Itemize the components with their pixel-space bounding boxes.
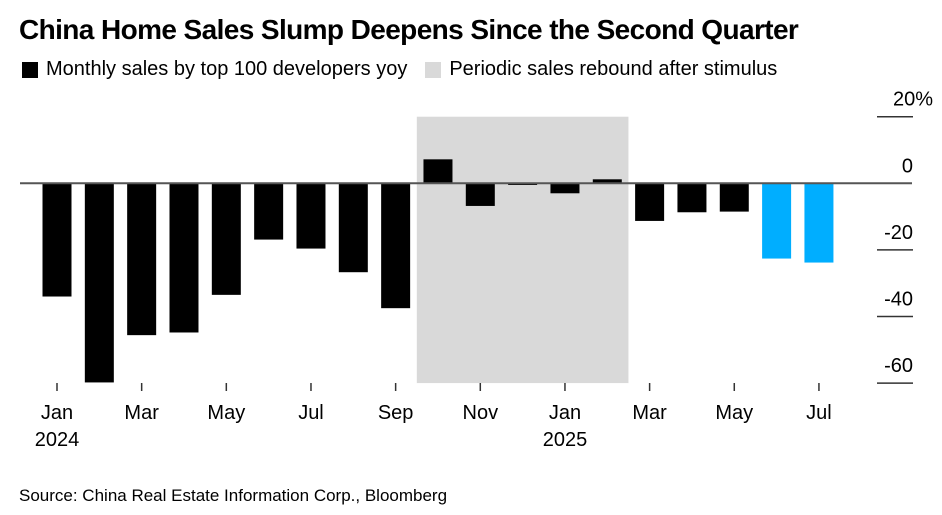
x-tick-label: Jan (549, 402, 581, 424)
legend-swatch-rebound (425, 61, 442, 78)
x-tick-label: Mar (124, 402, 159, 424)
bar-nov-2024 (465, 183, 495, 206)
bar-jan-2024 (42, 183, 72, 297)
bar-may-2024 (211, 183, 241, 295)
legend-swatch-sales (22, 61, 38, 78)
bar-sep-2024 (381, 183, 411, 309)
chart-title: China Home Sales Slump Deepens Since the… (19, 14, 799, 45)
bar-may-2025 (719, 183, 749, 212)
bar-jun-2025 (762, 183, 792, 259)
x-tick-label: Sep (378, 402, 414, 424)
y-tick-label: 20% (893, 89, 933, 111)
bar-apr-2025 (677, 183, 707, 213)
bar-jun-2024 (254, 183, 284, 240)
bar-aug-2024 (338, 183, 368, 273)
x-tick-year-label: 2024 (35, 429, 80, 451)
source-note: Source: China Real Estate Information Co… (19, 486, 448, 505)
bar-feb-2024 (84, 183, 114, 383)
legend-label-rebound: Periodic sales rebound after stimulus (449, 58, 778, 80)
x-tick-label: Mar (632, 402, 667, 424)
bar-mar-2024 (127, 183, 157, 336)
y-tick-label: -40 (884, 289, 913, 311)
x-tick-label: Jul (806, 402, 832, 424)
legend-item-rebound: Periodic sales rebound after stimulus (425, 58, 777, 81)
bar-oct-2024 (423, 159, 453, 184)
x-tick-label: Jul (298, 402, 324, 424)
bar-jul-2024 (296, 183, 326, 249)
bar-jul-2025 (804, 183, 834, 263)
legend: Monthly sales by top 100 developers yoy … (22, 58, 795, 81)
bar-feb-2025 (592, 179, 622, 184)
y-tick-label: -20 (884, 222, 913, 244)
x-tick-label: May (207, 402, 245, 424)
bar-apr-2024 (169, 183, 199, 333)
x-tick-label: Nov (463, 402, 499, 424)
x-tick-label: May (715, 402, 753, 424)
bar-mar-2025 (635, 183, 665, 221)
legend-item-sales: Monthly sales by top 100 developers yoy (22, 58, 407, 81)
y-tick-label: 0 (902, 155, 913, 177)
legend-label-sales: Monthly sales by top 100 developers yoy (46, 58, 408, 80)
x-tick-label: Jan (41, 402, 73, 424)
y-tick-label: -60 (884, 355, 913, 377)
x-tick-year-label: 2025 (543, 429, 588, 451)
shaded-region-rebound (416, 116, 629, 384)
bar-jan-2025 (550, 183, 580, 194)
